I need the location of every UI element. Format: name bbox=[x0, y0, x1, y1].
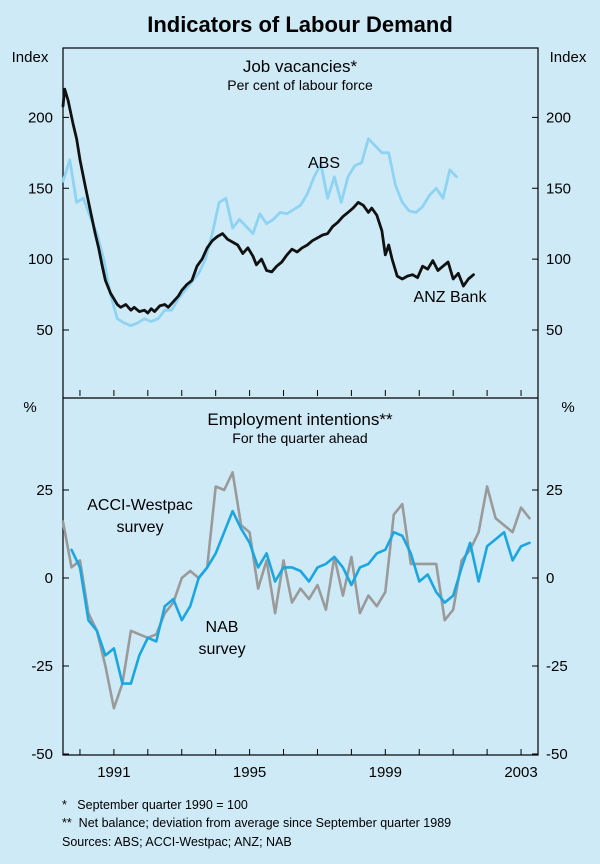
sources-note: Sources: ABS; ACCI-Westpac; ANZ; NAB bbox=[62, 835, 292, 849]
vacancies-ytick-label-right: 100 bbox=[546, 251, 571, 268]
intentions-ytick-label-left: 0 bbox=[45, 570, 53, 587]
intentions-ytick-label-left: 25 bbox=[36, 482, 53, 499]
intentions-title: Employment intentions** bbox=[207, 410, 393, 429]
vacancies-panel: Job vacancies*Per cent of labour force In… bbox=[12, 49, 587, 396]
vacancies-ytick-label-left: 50 bbox=[36, 322, 53, 339]
anz-bank-label: ANZ Bank bbox=[414, 289, 488, 306]
intentions-panel: Employment intentions**For the quarter a… bbox=[23, 399, 574, 763]
intentions-ytick-label-left: -50 bbox=[31, 746, 53, 763]
vacancies-ytick-label-right: 200 bbox=[546, 109, 571, 126]
intentions-ytick-label-left: -25 bbox=[31, 658, 53, 675]
xtick-label: 1991 bbox=[97, 764, 130, 781]
intentions-subtitle: For the quarter ahead bbox=[232, 430, 367, 446]
nab-survey-label: survey bbox=[198, 641, 245, 658]
nab-survey-label: NAB bbox=[206, 619, 239, 636]
anz-bank-line bbox=[61, 87, 475, 315]
vacancies-title: Job vacancies* bbox=[243, 57, 358, 76]
intentions-ytick-label-right: -25 bbox=[546, 658, 568, 675]
chart-title: Indicators of Labour Demand bbox=[147, 12, 453, 37]
xtick-label: 2003 bbox=[504, 764, 537, 781]
vacancies-ytick-label-right: 150 bbox=[546, 180, 571, 197]
acci-westpac-survey-line bbox=[61, 471, 531, 710]
abs-line bbox=[61, 137, 459, 328]
footnote-2: ** Net balance; deviation from average s… bbox=[62, 816, 451, 830]
footnote-1: * September quarter 1990 = 100 bbox=[62, 798, 248, 812]
intentions-ytick-label-right: 25 bbox=[546, 482, 563, 499]
vacancies-ytick-label-left: 150 bbox=[28, 180, 53, 197]
intentions-unit-left: % bbox=[23, 399, 36, 416]
acci-westpac-survey-label: survey bbox=[116, 519, 163, 536]
vacancies-ytick-label-left: 200 bbox=[28, 109, 53, 126]
acci-westpac-survey-label: ACCI-Westpac bbox=[87, 497, 193, 514]
abs-label: ABS bbox=[308, 155, 340, 172]
intentions-ytick-label-right: 0 bbox=[546, 570, 554, 587]
vacancies-ytick-label-right: 50 bbox=[546, 322, 563, 339]
intentions-unit-right: % bbox=[561, 399, 574, 416]
vacancies-subtitle: Per cent of labour force bbox=[227, 77, 373, 93]
x-axis: 1991 1995 1999 2003 bbox=[63, 397, 538, 781]
nab-survey-line bbox=[70, 509, 531, 685]
plot-frame bbox=[62, 47, 539, 756]
xtick-label: 1999 bbox=[369, 764, 402, 781]
xtick-label: 1995 bbox=[233, 764, 266, 781]
vacancies-ytick-label-left: 100 bbox=[28, 251, 53, 268]
vacancies-unit-left: Index bbox=[12, 49, 49, 66]
vacancies-unit-right: Index bbox=[550, 49, 587, 66]
intentions-ytick-label-right: -50 bbox=[546, 746, 568, 763]
